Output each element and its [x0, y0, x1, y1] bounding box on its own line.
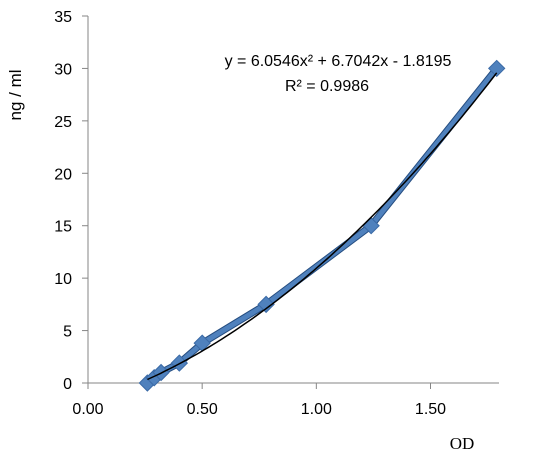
y-tick-label: 5	[63, 324, 72, 341]
x-tick-labels: 0.00 0.50 1.00 1.50	[72, 401, 446, 418]
trendline	[147, 72, 498, 381]
x-tick-label: 1.50	[415, 401, 446, 418]
x-tick-label: 1.00	[301, 401, 332, 418]
y-axis-label: ng / ml	[6, 69, 25, 120]
y-tick-label: 35	[54, 9, 72, 26]
y-tick-label: 0	[63, 376, 72, 393]
y-tick-label: 15	[54, 219, 72, 236]
trendline-equation: y = 6.0546x² + 6.7042x - 1.8195	[225, 53, 452, 70]
axes	[82, 15, 499, 389]
y-tick-label: 10	[54, 271, 72, 288]
y-tick-labels: 0 5 10 15 20 25 30 35	[54, 9, 72, 393]
y-tick-label: 25	[54, 114, 72, 131]
x-axis-label: OD	[450, 434, 475, 453]
series-line	[144, 65, 500, 386]
series-line-outline	[143, 64, 501, 387]
data-series	[138, 59, 506, 392]
data-point	[257, 295, 275, 314]
x-tick-label: 0.50	[187, 401, 218, 418]
trendline-r-squared: R² = 0.9986	[285, 78, 369, 95]
trendline-group	[147, 72, 498, 381]
x-tick-label: 0.00	[72, 401, 103, 418]
y-tick-label: 20	[54, 166, 72, 183]
y-tick-label: 30	[54, 61, 72, 78]
data-point	[488, 59, 506, 78]
